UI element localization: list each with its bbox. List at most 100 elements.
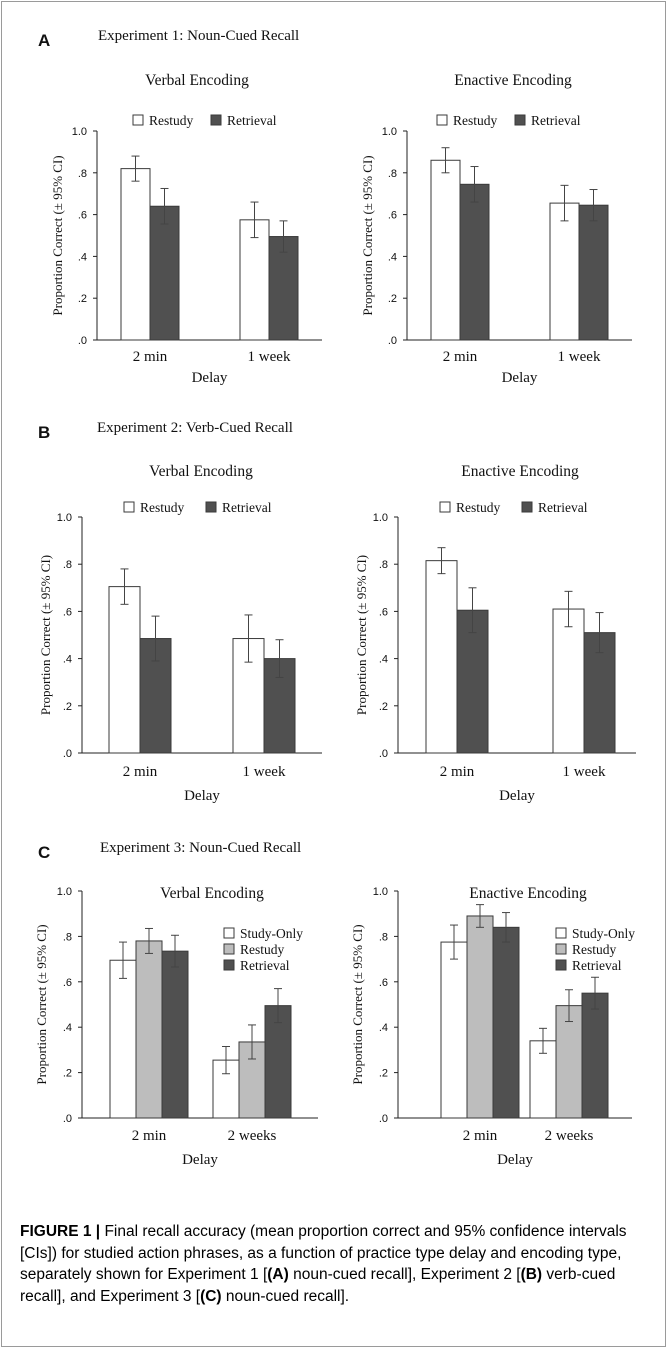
y-tick-label: .6	[63, 606, 72, 618]
y-tick-label: .2	[379, 1068, 388, 1080]
y-tick-label: 1.0	[373, 886, 388, 898]
legend-label: Restudy	[140, 500, 185, 515]
panel-letter: B	[38, 423, 50, 442]
chart-verbal: Verbal Encoding .0 .2 .4 .6 .8 1.0 Proportion C…	[34, 885, 318, 1168]
x-axis-label: Delay	[502, 370, 538, 386]
legend-swatch	[436, 114, 448, 126]
y-axis-label: Proportion Correct (± 95% CI)	[50, 155, 65, 315]
x-tick-label: 2 min	[443, 349, 478, 365]
y-tick-label: .4	[63, 1022, 72, 1034]
y-tick-label: .0	[379, 1113, 388, 1125]
legend: Restudy Retrieval	[132, 113, 277, 128]
y-tick-label: .8	[379, 931, 388, 943]
y-tick-label: .2	[388, 293, 397, 305]
y-tick-label: .6	[78, 210, 87, 222]
y-tick-label: .4	[78, 251, 87, 263]
chart-enactive: Enactive Encoding .0 .2 .4 .6 .8 1.0 Proportion…	[360, 72, 632, 386]
figure-caption: FIGURE 1 | Final recall accuracy (mean p…	[20, 1221, 650, 1307]
legend-label: Retrieval	[227, 113, 277, 128]
x-axis-label: Delay	[182, 1152, 218, 1168]
legend: Restudy Retrieval	[123, 500, 272, 515]
x-axis-label: Delay	[184, 788, 220, 804]
y-axis-label: Proportion Correct (± 95% CI)	[360, 155, 375, 315]
legend-swatch	[123, 501, 135, 513]
y-tick-label: .6	[379, 606, 388, 618]
bar-restudy-1-week	[552, 608, 585, 754]
bar-restudy-2-min	[108, 586, 141, 754]
legend: Restudy Retrieval	[436, 113, 581, 128]
y-tick-label: .8	[379, 559, 388, 571]
legend-swatch	[223, 927, 235, 939]
legend-swatch	[223, 959, 235, 971]
bar-retrieval-1-week	[578, 204, 609, 341]
bar-restudy-2-min	[430, 159, 461, 341]
chart-verbal: Verbal Encoding .0 .2 .4 .6 .8 1.0 Proportion C…	[38, 463, 322, 804]
bar-study-only-2-min	[109, 959, 137, 1119]
figure-charts: A Experiment 1: Noun-Cued Recall Verbal En…	[34, 28, 636, 1168]
legend-swatch	[555, 943, 567, 955]
y-axis-label: Proportion Correct (± 95% CI)	[354, 555, 369, 715]
bar-retrieval-2-min	[459, 183, 490, 341]
y-tick-label: 1.0	[57, 886, 72, 898]
y-tick-label: .0	[388, 335, 397, 347]
legend-label: Study-Only	[572, 926, 635, 941]
caption-segment: Final recall accuracy (mean proportion c…	[20, 1223, 627, 1283]
bar-retrieval-2-min	[456, 609, 489, 754]
y-axis-label: Proportion Correct (± 95% CI)	[34, 924, 49, 1084]
x-tick-label: 2 weeks	[228, 1128, 277, 1144]
panel-title: Experiment 1: Noun-Cued Recall	[98, 28, 299, 44]
chart-title: Enactive Encoding	[454, 72, 572, 89]
x-axis-label: Delay	[497, 1152, 533, 1168]
x-tick-label: 1 week	[243, 764, 286, 780]
y-tick-label: .0	[78, 335, 87, 347]
legend-swatch	[514, 114, 526, 126]
x-axis-label: Delay	[499, 788, 535, 804]
chart-title: Verbal Encoding	[145, 72, 249, 89]
caption-segment: (C)	[200, 1287, 222, 1305]
legend-label: Restudy	[572, 942, 617, 957]
y-axis-label: Proportion Correct (± 95% CI)	[350, 924, 365, 1084]
bar-study-only-2-min	[440, 941, 468, 1119]
panel-a: A Experiment 1: Noun-Cued Recall Verbal En…	[38, 28, 632, 386]
y-tick-label: 1.0	[57, 512, 72, 524]
y-tick-label: .2	[63, 701, 72, 713]
legend-swatch	[205, 501, 217, 513]
legend-label: Restudy	[240, 942, 285, 957]
chart-enactive: Enactive Encoding .0 .2 .4 .6 .8 1.0 Proportion…	[350, 885, 635, 1168]
caption-segment: noun-cued recall].	[221, 1287, 350, 1305]
y-tick-label: .2	[379, 701, 388, 713]
bar-restudy-2-weeks	[555, 1005, 583, 1119]
legend-label: Retrieval	[538, 500, 588, 515]
bar-retrieval-1-week	[268, 236, 299, 341]
panel-title: Experiment 2: Verb-Cued Recall	[97, 420, 293, 436]
caption-body: Final recall accuracy (mean proportion c…	[20, 1223, 627, 1305]
y-tick-label: .8	[78, 168, 87, 180]
panel-letter: C	[38, 843, 50, 862]
legend-swatch	[521, 501, 533, 513]
legend-swatch	[555, 927, 567, 939]
caption-segment: (B)	[520, 1266, 543, 1283]
x-tick-label: 2 min	[463, 1128, 498, 1144]
legend-label: Retrieval	[222, 500, 272, 515]
y-tick-label: .6	[379, 977, 388, 989]
chart-enactive: Enactive Encoding .0 .2 .4 .6 .8 1.0 Proportion…	[354, 463, 636, 804]
y-tick-label: 1.0	[373, 512, 388, 524]
chart-title: Enactive Encoding	[469, 885, 587, 902]
y-tick-label: .8	[388, 168, 397, 180]
legend-swatch	[439, 501, 451, 513]
bar-retrieval-2-min	[161, 950, 189, 1119]
bar-restudy-2-min	[425, 560, 458, 754]
y-tick-label: .6	[63, 977, 72, 989]
legend-swatch	[210, 114, 222, 126]
bar-retrieval-2-min	[492, 926, 520, 1119]
y-tick-label: .4	[379, 654, 388, 666]
y-tick-label: 1.0	[382, 126, 397, 138]
y-tick-label: .0	[63, 1113, 72, 1125]
panel-letter: A	[38, 31, 50, 50]
x-tick-label: 1 week	[558, 349, 601, 365]
x-tick-label: 2 min	[123, 764, 158, 780]
bar-restudy-2-min	[135, 940, 163, 1119]
legend-swatch	[555, 959, 567, 971]
